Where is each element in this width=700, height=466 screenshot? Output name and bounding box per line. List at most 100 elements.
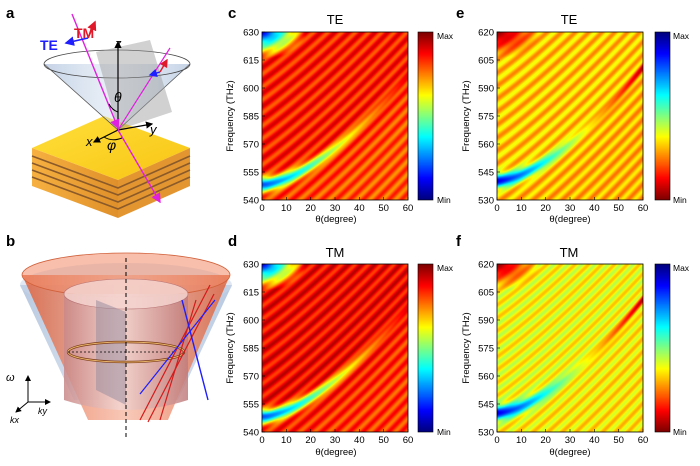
incident-ray — [71, 13, 120, 130]
x-tick-label: 20 — [540, 203, 551, 214]
transmitted-ray — [117, 129, 161, 204]
colorbar-d — [418, 264, 433, 432]
panel-c: c TE 0 10 20 30 40 50 60540555570585600615630 … — [225, 5, 454, 225]
x-tick-label: 40 — [589, 203, 600, 214]
axis-y-label: y — [149, 122, 158, 137]
y-tick-label: 540 — [243, 428, 259, 439]
omega-label: ω — [6, 372, 15, 384]
panel-e: e TE 0 10 20 30 40 50 60530545560575590605620 … — [456, 5, 690, 225]
colorbar-min-c: Min — [437, 195, 451, 205]
x-tick-label: 50 — [378, 203, 389, 214]
axis-z-label: z — [114, 36, 122, 51]
x-tick-label: 50 — [613, 203, 624, 214]
x-tick-label: 30 — [330, 435, 341, 446]
x-tick-label: 0 — [494, 203, 499, 214]
tm-polarization-arrow — [87, 20, 97, 39]
y-tick-label: 530 — [478, 196, 494, 207]
x-tick-label: 40 — [589, 435, 600, 446]
y-tick-label: 530 — [478, 428, 494, 439]
panel-b-schematic: b ω ky kx — [6, 233, 232, 440]
panel-d: d TM 0 10 20 30 40 50 60540555570585600615630 … — [225, 233, 454, 458]
y-axis-label-d: Frequency (THz) — [225, 312, 236, 383]
x-tick-label: 60 — [638, 203, 649, 214]
y-tick-label: 590 — [478, 316, 494, 327]
colorbar-min-f: Min — [673, 427, 687, 437]
colorbar-max-f: Max — [673, 263, 690, 273]
y-tick-label: 545 — [478, 168, 494, 179]
panel-label-e: e — [456, 5, 464, 22]
x-tick-label: 0 — [259, 435, 264, 446]
heatmap-e — [496, 31, 644, 201]
x-tick-label: 0 — [259, 203, 264, 214]
heatmap-image-e — [497, 32, 643, 200]
x-tick-label: 10 — [281, 435, 292, 446]
chart-title-c: TE — [327, 12, 344, 27]
x-axis-label-e: θ(degree) — [549, 214, 590, 225]
x-tick-label: 50 — [613, 435, 624, 446]
y-tick-label: 620 — [478, 260, 494, 271]
x-tick-label: 40 — [354, 435, 365, 446]
y-tick-label: 590 — [478, 84, 494, 95]
colorbar-c — [418, 32, 433, 200]
x-axis-label-f: θ(degree) — [549, 447, 590, 458]
axis-x-label: x — [85, 134, 93, 149]
y-tick-label: 615 — [243, 288, 259, 299]
colorbar-min-e: Min — [673, 195, 687, 205]
y-tick-label: 585 — [243, 112, 259, 123]
slab-top-face — [32, 116, 190, 180]
x-axis-label-d: θ(degree) — [315, 447, 356, 458]
heatmap-d — [261, 263, 409, 433]
x-tick-label: 60 — [403, 203, 414, 214]
y-tick-label: 555 — [243, 400, 259, 411]
y-axis — [117, 121, 154, 131]
tm-label: TM — [74, 25, 94, 41]
x-axis — [92, 129, 119, 143]
colorbar-max-d: Max — [437, 263, 454, 273]
incidence-plane — [96, 40, 172, 130]
cone-surface — [44, 64, 190, 130]
panel-label-a: a — [6, 5, 15, 22]
y-tick-label: 620 — [478, 28, 494, 39]
heatmap-f — [496, 263, 644, 433]
slab-layer-stripes — [31, 155, 191, 210]
y-axis-label-c: Frequency (THz) — [225, 80, 236, 151]
phi-label: φ — [107, 137, 116, 153]
x-tick-label: 10 — [281, 203, 292, 214]
y-tick-label: 570 — [243, 140, 259, 151]
y-tick-label: 575 — [478, 344, 494, 355]
panel-f: f TM 0 10 20 30 40 50 60530545560575590605620 … — [456, 233, 690, 458]
y-tick-label: 555 — [243, 168, 259, 179]
ky-label: ky — [38, 406, 48, 416]
y-tick-label: 605 — [478, 56, 494, 67]
x-tick-label: 30 — [565, 435, 576, 446]
colorbar-e — [655, 32, 670, 200]
colorbar-max-c: Max — [437, 31, 454, 41]
panel-label-f: f — [456, 233, 462, 250]
kx-mini-axis — [15, 401, 29, 413]
chart-title-e: TE — [561, 12, 578, 27]
heatmap-image-d — [262, 264, 408, 432]
y-tick-label: 615 — [243, 56, 259, 67]
colorbar-max-e: Max — [673, 31, 690, 41]
heatmap-image-c — [262, 32, 408, 200]
x-tick-label: 30 — [565, 203, 576, 214]
x-tick-label: 0 — [494, 435, 499, 446]
y-tick-label: 545 — [478, 400, 494, 411]
colorbar-f — [655, 264, 670, 432]
panel-a-schematic: a z x y — [6, 5, 191, 218]
panel-label-d: d — [228, 233, 237, 250]
x-tick-label: 10 — [516, 435, 527, 446]
y-tick-label: 575 — [478, 112, 494, 123]
y-tick-label: 560 — [478, 140, 494, 151]
y-axis-label-f: Frequency (THz) — [461, 312, 472, 383]
heatmap-c — [261, 31, 409, 201]
y-tick-label: 570 — [243, 372, 259, 383]
x-tick-label: 20 — [540, 435, 551, 446]
y-tick-label: 560 — [478, 372, 494, 383]
x-axis-label-c: θ(degree) — [315, 214, 356, 225]
chart-title-d: TM — [326, 245, 345, 260]
colorbar-min-d: Min — [437, 427, 451, 437]
y-tick-label: 630 — [243, 260, 259, 271]
x-tick-label: 20 — [305, 203, 316, 214]
